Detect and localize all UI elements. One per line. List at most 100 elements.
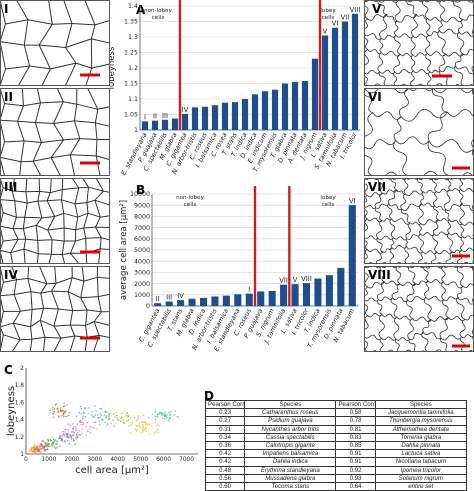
scatter-point [52, 413, 54, 415]
scatter-point [144, 426, 147, 429]
scatter-point [157, 413, 159, 415]
cell-wall-lines [364, 178, 474, 264]
scatter-point [89, 432, 92, 434]
scatter-point [69, 433, 71, 436]
scatter-point [100, 408, 103, 410]
scatter-point [69, 425, 72, 427]
scatter-point [144, 421, 147, 424]
scatter-point [72, 423, 74, 425]
scatter-point [63, 433, 65, 436]
y-tick-label: 0 [146, 303, 150, 310]
bar [221, 102, 229, 130]
scatter-point [89, 425, 92, 428]
scatter-point [138, 422, 141, 425]
scatter-point [148, 416, 150, 419]
panel-letter-b: B [136, 183, 145, 197]
scatter-point [85, 425, 87, 428]
scatter-point [120, 420, 122, 422]
bar [302, 283, 311, 306]
scatter-point [80, 407, 83, 410]
scatter-point [159, 411, 162, 414]
scatter-point [29, 448, 32, 451]
scatter-point [48, 444, 50, 446]
scatter-point [104, 421, 106, 424]
pearson-coefficient-cell: 0.31 [204, 424, 246, 434]
cell-wall-lines [0, 178, 110, 264]
cell-network-IV [0, 266, 110, 352]
scatter-point [163, 415, 166, 417]
scatter-point [79, 419, 82, 422]
scatter-point [164, 411, 167, 414]
scatter-point [86, 421, 89, 424]
scatter-point [170, 410, 172, 413]
bar-value-label: VI [349, 197, 356, 205]
scatter-point [56, 442, 58, 445]
scatter-point [143, 420, 145, 423]
scatter-point [40, 444, 42, 447]
cell-network-III [0, 178, 110, 264]
bar [251, 94, 259, 130]
y-axis-label: lobeyness [6, 386, 17, 436]
cell-panel-frame [0, 266, 110, 352]
scatter-point [127, 419, 130, 421]
scatter-point [43, 441, 45, 443]
scatter-point [55, 443, 57, 446]
scatter-point [38, 448, 41, 451]
chart-b-cell-area: B 0 1000 2000 3000 4000 5000 6000 7000 8000 9000 1… [119, 183, 358, 353]
scatter-point [154, 410, 157, 413]
scatter-point [95, 410, 97, 412]
scatter-point [102, 419, 104, 421]
scatter-point [129, 432, 131, 434]
panel-letter-d: D [204, 389, 214, 403]
bar-value-label: VII [341, 14, 350, 22]
scatter-point [142, 430, 144, 433]
scatter-point [70, 436, 73, 439]
y-tick-label: 1.3 [128, 34, 138, 41]
panel-letter-d-wrap: D [204, 389, 214, 403]
bar-value-label: IV [177, 292, 184, 300]
scatter-point [80, 421, 82, 424]
scatter-point [82, 411, 85, 413]
scatter-point [67, 431, 70, 433]
scatter-point [66, 439, 69, 442]
scatter-point [48, 442, 50, 445]
scatter-point [46, 438, 49, 441]
species-cell: Mussadena glabra [244, 473, 337, 483]
scatter-point [54, 404, 56, 406]
scatter-point [166, 414, 169, 416]
x-tick-label: 1000 [42, 457, 57, 463]
pearson-coefficient-cell: 0.23 [204, 408, 246, 418]
pearson-coefficient-cell: 0.93 [335, 473, 376, 483]
table-row: 0.23 Catharanthus roseus 0.58 Jacquemontia … [204, 408, 468, 418]
scatter-point [174, 410, 176, 413]
header-pearson-1: Pearson Corr. Coeff. [204, 399, 246, 410]
scatter-point [51, 444, 53, 446]
scatter-point [158, 413, 161, 415]
bar [165, 301, 173, 306]
scatter-point [176, 415, 179, 418]
cell-panel-frame [0, 0, 110, 86]
scatter-point [68, 411, 70, 414]
y-tick-label: 1.25 [124, 50, 138, 57]
scatter-point [101, 419, 103, 422]
region-label: lobey [320, 195, 336, 201]
bar-value-label: III [166, 294, 172, 302]
scatter-point [153, 432, 156, 434]
scatter-point [61, 410, 63, 413]
scatter-point [87, 430, 89, 433]
scatter-point [41, 444, 44, 446]
scatter-point [61, 440, 63, 442]
scatter-point [47, 440, 50, 443]
scatter-point [169, 417, 171, 420]
scatter-point [64, 411, 67, 413]
x-tick-label: 0 [24, 457, 28, 463]
scatter-point [78, 421, 81, 423]
y-tick-label: 1.1 [128, 96, 138, 103]
scatter-point [164, 417, 166, 420]
scatter-point [156, 429, 159, 431]
scatter-point [60, 437, 63, 440]
scatter-point [173, 414, 175, 416]
species-cell: Nicotiana tabacum [374, 457, 468, 467]
scatter-point [105, 415, 108, 417]
panel-letter-c: C [4, 363, 13, 377]
